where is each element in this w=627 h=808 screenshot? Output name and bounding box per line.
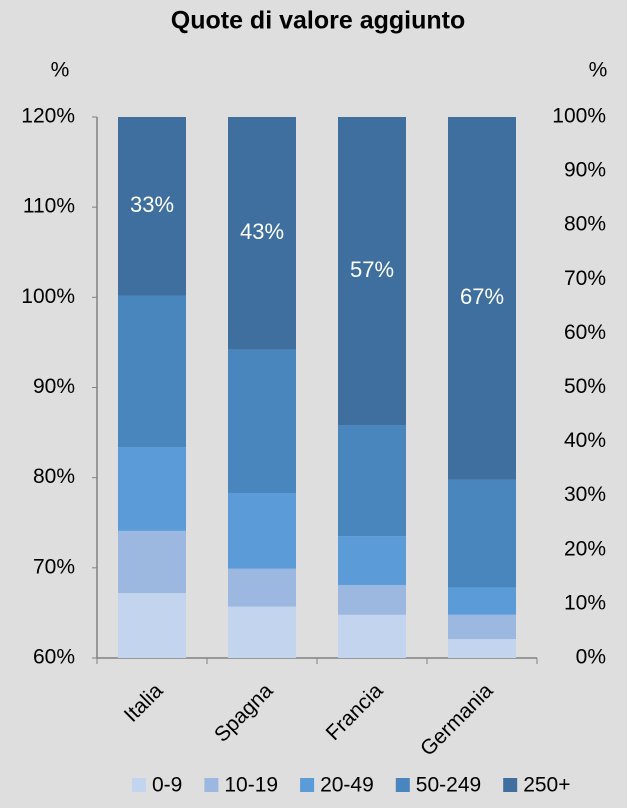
y-tick-label: 110% [23,195,75,218]
legend-label: 0-9 [152,774,182,797]
data-label: 57% [350,257,394,282]
legend-swatch [204,778,219,792]
bar-segment [118,530,186,594]
y-tick-label: 90% [33,375,75,398]
y2-tick-label: 90% [564,159,606,182]
legend-label: 10-19 [224,774,278,797]
bar-segment [118,593,186,658]
legend-label: 20-49 [320,774,374,797]
data-label: 33% [130,192,174,217]
legend-swatch [395,778,410,792]
x-tick-label: Spagna [210,679,278,747]
x-tick-label: Francia [322,679,388,745]
y-tick-label: 60% [33,646,75,669]
bar-segment [118,117,186,296]
y2-tick-label: 100% [552,105,606,128]
data-label: 43% [240,219,284,244]
y2-tick-label: 80% [564,213,606,236]
legend-swatch [503,778,518,792]
y2-tick-label: 10% [564,591,606,614]
y2-tick-label: 30% [564,483,606,506]
bar-segment [228,349,296,493]
y2-tick-label: 20% [564,537,606,560]
bar-segment [338,425,406,537]
chart-title: Quote di valore aggiunto [171,7,465,35]
bar-segment [448,117,516,480]
legend-label: 250+ [523,774,570,797]
x-tick-label: Italia [120,679,168,727]
y-tick-label: 80% [33,465,75,488]
legend-swatch [300,778,315,792]
bar-segment [118,447,186,531]
bar-segment [338,584,406,615]
bar-segment [118,295,186,448]
bar-segment [228,606,296,658]
bar-segment [448,587,516,615]
y-axis-title: % [51,59,70,82]
y2-axis-title: % [589,59,608,82]
bar-segment [338,536,406,585]
y2-tick-label: 40% [564,429,606,452]
bar-segment [448,614,516,640]
y-tick-label: 120% [21,105,75,128]
y-tick-label: 70% [33,555,75,578]
x-tick-label: Germania [416,679,498,761]
bar-segment [448,639,516,658]
y2-tick-label: 0% [576,646,606,669]
y-tick-label: 100% [21,285,75,308]
y2-tick-label: 70% [564,267,606,290]
y2-tick-label: 50% [564,375,606,398]
data-label: 67% [460,284,504,309]
bar-segment [228,117,296,350]
legend-label: 50-249 [416,774,481,797]
bar-segment [338,614,406,658]
bar-segment [448,479,516,588]
bar-segment [228,492,296,569]
bar-segment [338,117,406,426]
y2-tick-label: 60% [564,321,606,344]
bar-segment [228,568,296,607]
legend-swatch [132,778,146,792]
